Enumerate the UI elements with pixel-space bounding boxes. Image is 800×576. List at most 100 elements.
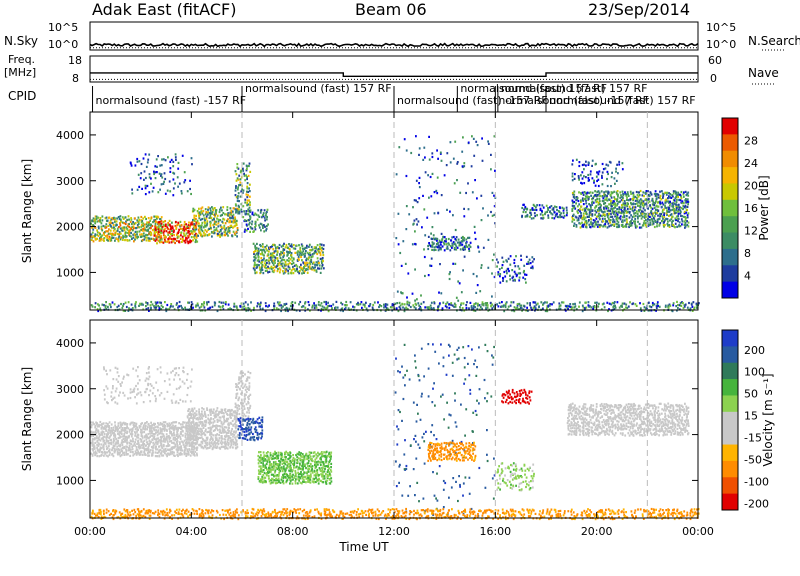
data-cell [232,439,234,441]
data-cell [130,236,132,238]
data-cell [594,226,596,228]
data-cell [518,272,520,274]
data-cell [149,430,151,432]
data-cell [114,303,116,305]
data-cell [585,202,587,204]
data-cell [210,430,212,432]
data-cell [154,171,156,173]
data-cell [286,268,288,270]
data-cell [198,408,200,410]
data-cell [206,301,208,303]
data-cell [582,305,584,307]
data-cell [217,225,219,227]
data-cell [225,408,227,410]
data-cell [182,155,184,157]
data-cell [406,301,408,303]
data-cell [274,244,276,246]
data-cell [529,259,531,261]
data-cell [186,442,188,444]
data-cell [194,431,196,433]
data-cell [146,166,148,168]
data-cell [649,219,651,221]
data-cell [315,304,317,306]
data-cell [118,235,120,237]
data-cell [595,199,597,201]
data-cell [143,179,145,181]
data-cell [365,302,367,304]
data-cell [383,304,385,306]
data-cell [572,200,574,202]
data-cell [161,230,163,232]
data-cell [188,302,190,304]
data-cell [96,455,98,457]
data-cell [304,262,306,264]
data-cell [187,415,189,417]
data-cell [227,418,229,420]
data-cell [691,304,693,306]
data-cell [208,301,210,303]
data-cell [477,144,479,146]
data-cell [437,212,439,214]
data-cell [227,420,229,422]
data-cell [613,196,615,198]
data-cell [649,222,651,224]
data-cell [126,431,128,433]
power-colorbar-tick: 16 [744,202,758,215]
data-cell [578,203,580,205]
data-cell [599,195,601,197]
data-cell [138,442,140,444]
data-cell [510,305,512,307]
data-cell [189,233,191,235]
data-cell [267,223,269,225]
data-cell [499,282,501,284]
data-cell [432,156,434,158]
data-cell [167,156,169,158]
data-cell [94,448,96,450]
data-cell [587,192,589,194]
data-cell [114,221,116,223]
data-cell [685,222,687,224]
data-cell [183,226,185,228]
data-cell [218,434,220,436]
data-cell [120,224,122,226]
data-cell [502,264,504,266]
data-cell [120,303,122,305]
data-cell [574,178,576,180]
data-cell [172,233,174,235]
data-cell [118,233,120,235]
data-cell [428,236,430,238]
data-cell [155,216,157,218]
data-cell [471,305,473,307]
data-cell [249,207,251,209]
data-cell [205,421,207,423]
data-cell [201,222,203,224]
data-cell [173,432,175,434]
data-cell [107,220,109,222]
data-cell [210,438,212,440]
data-cell [260,302,262,304]
data-cell [288,260,290,262]
data-cell [282,252,284,254]
data-cell [603,207,605,209]
data-cell [180,433,182,435]
data-cell [197,220,199,222]
data-cell [601,215,603,217]
data-cell [640,209,642,211]
data-cell [186,445,188,447]
data-cell [93,235,95,237]
data-cell [231,430,233,432]
data-cell [613,219,615,221]
data-cell [548,217,550,219]
data-cell [161,173,163,175]
data-cell [263,212,265,214]
data-cell [197,235,199,237]
data-cell [236,222,238,224]
data-cell [134,441,136,443]
data-cell [205,233,207,235]
data-cell [603,168,605,170]
data-cell [211,231,213,233]
data-cell [262,272,264,274]
data-cell [267,209,269,211]
data-cell [264,250,266,252]
data-cell [262,227,264,229]
